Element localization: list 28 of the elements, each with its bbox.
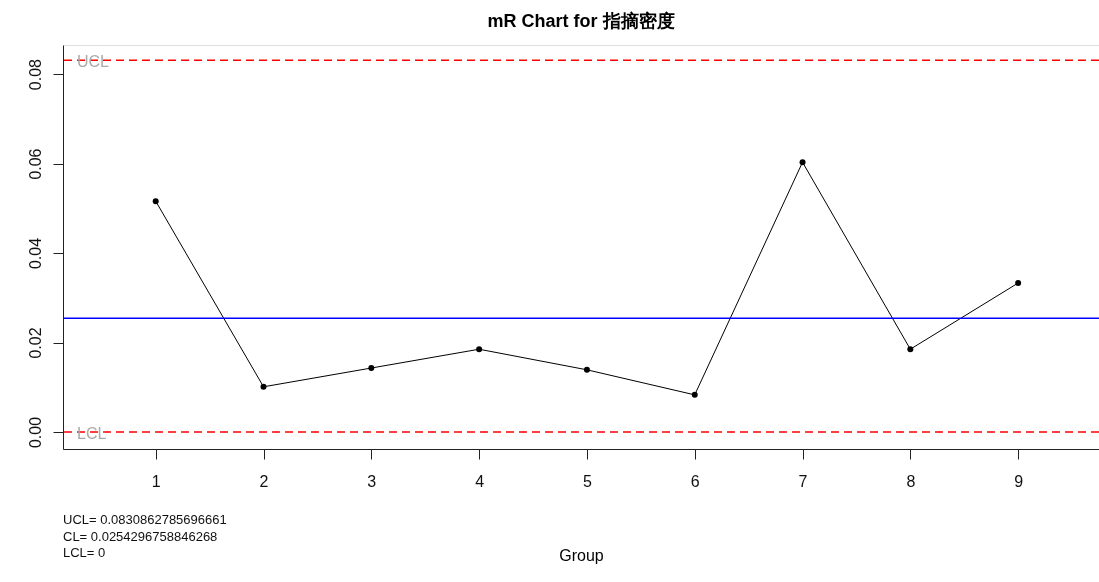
y-tick-label: 0.04 [26, 237, 44, 270]
point [583, 366, 590, 373]
y-tick-label: 0.00 [26, 416, 44, 449]
text: UCL= 0.0830862785696661 [63, 512, 227, 527]
x-tick-label: 7 [798, 472, 808, 490]
x-tick-label: 8 [906, 472, 916, 490]
chart-title: mR Chart for 指摘密度 [487, 11, 675, 31]
x-tick-label: 3 [367, 472, 377, 490]
y-tick-label: 0.02 [26, 327, 44, 359]
x-tick-label: 5 [582, 472, 592, 490]
x-tick-label: 6 [690, 472, 700, 490]
point [907, 346, 914, 353]
y-tick-label: 0.08 [26, 58, 44, 91]
point [691, 391, 698, 398]
point [260, 383, 267, 390]
x-tick-label: 2 [259, 472, 269, 490]
point [152, 198, 159, 205]
text: CL= 0.0254296758846268 [63, 528, 218, 544]
point [476, 346, 483, 353]
x-axis-title: Group [559, 546, 604, 564]
x-tick-label: 4 [475, 472, 485, 490]
point [368, 365, 375, 372]
point [1015, 280, 1022, 287]
text: LCL= 0 [63, 545, 106, 560]
x-tick-label: 1 [151, 472, 161, 490]
point [799, 159, 806, 166]
y-tick-label: 0.06 [26, 148, 44, 180]
x-tick-label: 9 [1014, 472, 1024, 490]
